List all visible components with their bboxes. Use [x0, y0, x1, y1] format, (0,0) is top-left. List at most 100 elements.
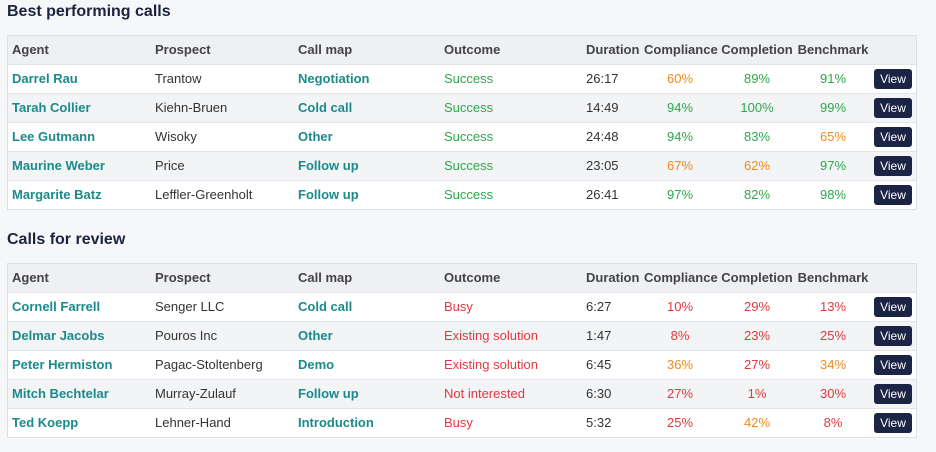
view-button[interactable]: View — [874, 185, 912, 205]
prospect-cell: Pouros Inc — [155, 328, 218, 343]
column-header: Benchmark — [797, 42, 869, 57]
outcome-cell: Success — [444, 129, 494, 144]
prospect-cell: Wisoky — [155, 129, 197, 144]
view-button[interactable]: View — [874, 355, 912, 375]
agent-cell[interactable]: Delmar Jacobs — [12, 328, 105, 343]
agent-cell[interactable]: Tarah Collier — [12, 100, 91, 115]
agent-cell[interactable]: Peter Hermiston — [12, 357, 113, 372]
column-header: Outcome — [444, 270, 501, 285]
completion-cell: 29% — [743, 299, 771, 314]
column-header: Completion — [721, 270, 793, 285]
agent-cell[interactable]: Ted Koepp — [12, 415, 79, 430]
agent-cell[interactable]: Cornell Farrell — [12, 299, 101, 314]
view-button[interactable]: View — [874, 69, 912, 89]
callmap-cell[interactable]: Follow up — [298, 386, 359, 401]
view-button[interactable]: View — [874, 127, 912, 147]
column-header: Call map — [298, 42, 353, 57]
header-row: Agent Prospect Call map Outcome Duration Comp… — [8, 264, 916, 292]
agent-cell[interactable]: Darrel Rau — [12, 71, 78, 86]
compliance-cell: 27% — [666, 386, 694, 401]
completion-cell: 82% — [743, 187, 771, 202]
prospect-cell: Pagac-Stoltenberg — [155, 357, 263, 372]
outcome-cell: Not interested — [444, 386, 525, 401]
view-button[interactable]: View — [874, 297, 912, 317]
callmap-cell[interactable]: Follow up — [298, 158, 359, 173]
table-row: Ted Koepp Lehner-Hand Introduction Busy 5:32… — [8, 408, 916, 437]
callmap-cell[interactable]: Cold call — [298, 100, 353, 115]
completion-cell: 89% — [743, 71, 771, 86]
view-button[interactable]: View — [874, 413, 912, 433]
benchmark-cell: 30% — [819, 386, 847, 401]
duration-cell: 24:48 — [586, 129, 619, 144]
duration-cell: 1:47 — [586, 328, 612, 343]
agent-cell[interactable]: Mitch Bechtelar — [12, 386, 109, 401]
prospect-cell: Kiehn-Bruen — [155, 100, 228, 115]
completion-cell: 62% — [743, 158, 771, 173]
duration-cell: 6:45 — [586, 357, 612, 372]
completion-cell: 1% — [747, 386, 767, 401]
column-header: Duration — [586, 42, 640, 57]
compliance-cell: 10% — [666, 299, 694, 314]
benchmark-cell: 97% — [819, 158, 847, 173]
outcome-cell: Existing solution — [444, 357, 538, 372]
callmap-cell[interactable]: Demo — [298, 357, 335, 372]
agent-cell[interactable]: Margarite Batz — [12, 187, 102, 202]
callmap-cell[interactable]: Other — [298, 129, 333, 144]
column-header: Compliance — [644, 42, 718, 57]
table-row: Darrel Rau Trantow Negotiation Success 26:17… — [8, 64, 916, 93]
agent-cell[interactable]: Maurine Weber — [12, 158, 105, 173]
benchmark-cell: 25% — [819, 328, 847, 343]
table-row: Cornell Farrell Senger LLC Cold call Busy 6:… — [8, 292, 916, 321]
view-button[interactable]: View — [874, 98, 912, 118]
benchmark-cell: 13% — [819, 299, 847, 314]
compliance-cell: 94% — [666, 100, 694, 115]
column-header: Benchmark — [797, 270, 869, 285]
column-header: Completion — [721, 42, 793, 57]
benchmark-cell: 99% — [819, 100, 847, 115]
section-title: Best performing calls — [7, 3, 171, 20]
prospect-cell: Leffler-Greenholt — [155, 187, 253, 202]
calls-table: Agent Prospect Call map Outcome Duration Comp… — [7, 263, 917, 438]
benchmark-cell: 8% — [823, 415, 843, 430]
callmap-cell[interactable]: Negotiation — [298, 71, 370, 86]
outcome-cell: Busy — [444, 299, 473, 314]
outcome-cell: Success — [444, 71, 494, 86]
prospect-cell: Senger LLC — [155, 299, 225, 314]
compliance-cell: 8% — [670, 328, 690, 343]
compliance-cell: 67% — [666, 158, 694, 173]
table-row: Peter Hermiston Pagac-Stoltenberg Demo Exis… — [8, 350, 916, 379]
callmap-cell[interactable]: Other — [298, 328, 333, 343]
prospect-cell: Trantow — [155, 71, 202, 86]
callmap-cell[interactable]: Follow up — [298, 187, 359, 202]
outcome-cell: Success — [444, 158, 494, 173]
outcome-cell: Success — [444, 187, 494, 202]
agent-cell[interactable]: Lee Gutmann — [12, 129, 96, 144]
compliance-cell: 94% — [666, 129, 694, 144]
calls-table: Agent Prospect Call map Outcome Duration Comp… — [7, 35, 917, 210]
column-header: Agent — [12, 42, 49, 57]
compliance-cell: 25% — [666, 415, 694, 430]
section-title: Calls for review — [7, 231, 126, 248]
view-button[interactable]: View — [874, 156, 912, 176]
duration-cell: 6:30 — [586, 386, 612, 401]
compliance-cell: 60% — [666, 71, 694, 86]
completion-cell: 42% — [743, 415, 771, 430]
duration-cell: 26:41 — [586, 187, 619, 202]
view-button[interactable]: View — [874, 384, 912, 404]
duration-cell: 5:32 — [586, 415, 612, 430]
benchmark-cell: 91% — [819, 71, 847, 86]
duration-cell: 23:05 — [586, 158, 619, 173]
callmap-cell[interactable]: Cold call — [298, 299, 353, 314]
table-row: Mitch Bechtelar Murray-Zulauf Follow up Not… — [8, 379, 916, 408]
column-header: Prospect — [155, 270, 211, 285]
column-header: Agent — [12, 270, 49, 285]
view-button[interactable]: View — [874, 326, 912, 346]
duration-cell: 6:27 — [586, 299, 612, 314]
column-header: Compliance — [644, 270, 718, 285]
callmap-cell[interactable]: Introduction — [298, 415, 374, 430]
compliance-cell: 97% — [666, 187, 694, 202]
duration-cell: 26:17 — [586, 71, 619, 86]
benchmark-cell: 65% — [819, 129, 847, 144]
header-row: Agent Prospect Call map Outcome Duration Comp… — [8, 36, 916, 64]
